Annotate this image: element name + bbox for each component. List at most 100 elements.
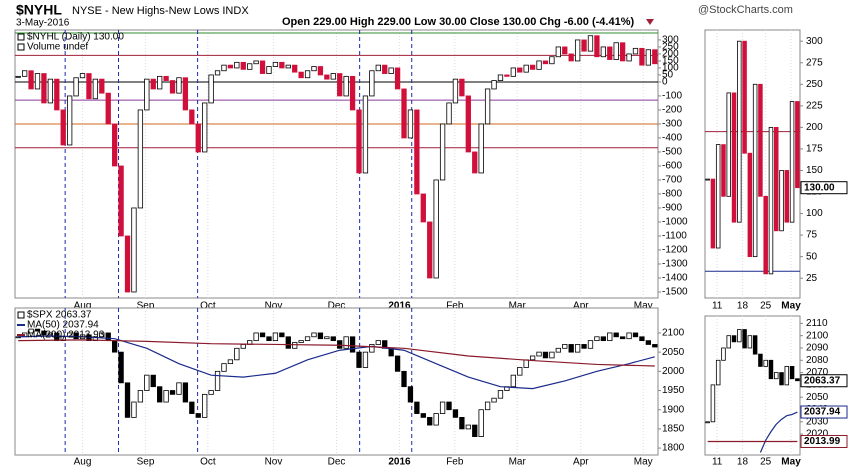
candle (645, 340, 652, 345)
candle (774, 126, 779, 232)
candle (407, 109, 414, 139)
candle (240, 344, 246, 349)
candle (705, 178, 710, 181)
candle (266, 66, 272, 74)
candle (137, 109, 144, 209)
candle (465, 95, 471, 153)
candle (472, 424, 478, 437)
candle (715, 144, 721, 249)
candle (92, 78, 99, 100)
candle (574, 39, 581, 62)
candle (163, 390, 169, 403)
y-tick-label: 100 (662, 63, 679, 74)
candle (28, 70, 34, 90)
candle (304, 336, 311, 342)
candle (247, 63, 253, 70)
y-tick-label: 200 (806, 122, 823, 133)
candle (491, 397, 497, 403)
y-tick-label: 300 (806, 36, 823, 47)
candle (542, 351, 549, 359)
candle (118, 165, 124, 237)
legend-swatch (17, 33, 25, 41)
candle (259, 332, 266, 338)
candle (747, 335, 753, 349)
down-arrow (646, 19, 654, 25)
candle (742, 40, 747, 154)
candle (555, 347, 561, 353)
candle (562, 344, 568, 349)
candle (626, 53, 632, 62)
candle (311, 66, 317, 72)
panel-frame (704, 29, 801, 299)
candle (652, 49, 658, 65)
candle (587, 340, 594, 349)
candle (28, 328, 34, 334)
y-tick-label: 0 (662, 77, 668, 88)
price-box (800, 434, 848, 448)
y-tick-label: 250 (806, 79, 823, 90)
candle (594, 35, 600, 58)
candle (86, 73, 92, 100)
candle (420, 193, 426, 223)
candle (795, 378, 800, 382)
candle (157, 386, 163, 403)
x-tick-label: 25 (760, 457, 772, 468)
candle (311, 332, 317, 338)
candle (253, 332, 259, 342)
candle (523, 64, 529, 73)
candle (234, 61, 240, 69)
candle (349, 75, 356, 111)
candle (324, 74, 330, 80)
y-tick-label: -800 (662, 189, 682, 200)
candle (758, 83, 763, 197)
candle (343, 75, 349, 97)
y-tick-label: 2090 (806, 343, 829, 354)
x-tick-label: 2016 (388, 457, 411, 468)
candle (632, 47, 639, 55)
y-tick-label: 2050 (662, 347, 685, 358)
candle (41, 330, 47, 336)
candle (731, 92, 737, 223)
y-tick-label: -1000 (662, 217, 688, 228)
candle (710, 384, 716, 423)
candle (497, 74, 504, 81)
candle (189, 401, 195, 414)
candle (362, 351, 369, 368)
candle (433, 413, 439, 426)
candle (182, 382, 189, 403)
candle (407, 386, 414, 403)
y-tick-label: -1200 (662, 245, 688, 256)
candle (795, 101, 800, 189)
candle (747, 152, 753, 258)
candle (652, 344, 658, 348)
candle (330, 73, 336, 80)
candle (613, 42, 619, 60)
symbol-name: NYSE - New Highs-New Lows INDX (72, 5, 249, 17)
candle (726, 92, 731, 197)
candle (549, 56, 555, 65)
candle (337, 340, 343, 349)
candle (144, 78, 150, 111)
candle (427, 416, 433, 426)
candle (639, 336, 645, 342)
candle (176, 382, 182, 395)
candle (536, 351, 542, 357)
candle (497, 390, 504, 399)
candle (619, 336, 626, 340)
price-box (800, 374, 848, 388)
candle (112, 123, 118, 167)
y-tick-label: 150 (662, 56, 679, 67)
candle (789, 366, 795, 380)
source: @StockCharts.com (698, 4, 793, 16)
candle (375, 340, 381, 345)
legend-label: MA(200) 2013.93 (27, 330, 105, 341)
candle (99, 332, 105, 338)
y-tick-label: 2070 (806, 367, 829, 378)
candle (779, 372, 784, 386)
y-tick-label: -1300 (662, 259, 688, 270)
candle (737, 40, 742, 223)
price-label: 2063.37 (804, 375, 841, 386)
candle (726, 335, 731, 349)
candle (562, 46, 568, 55)
